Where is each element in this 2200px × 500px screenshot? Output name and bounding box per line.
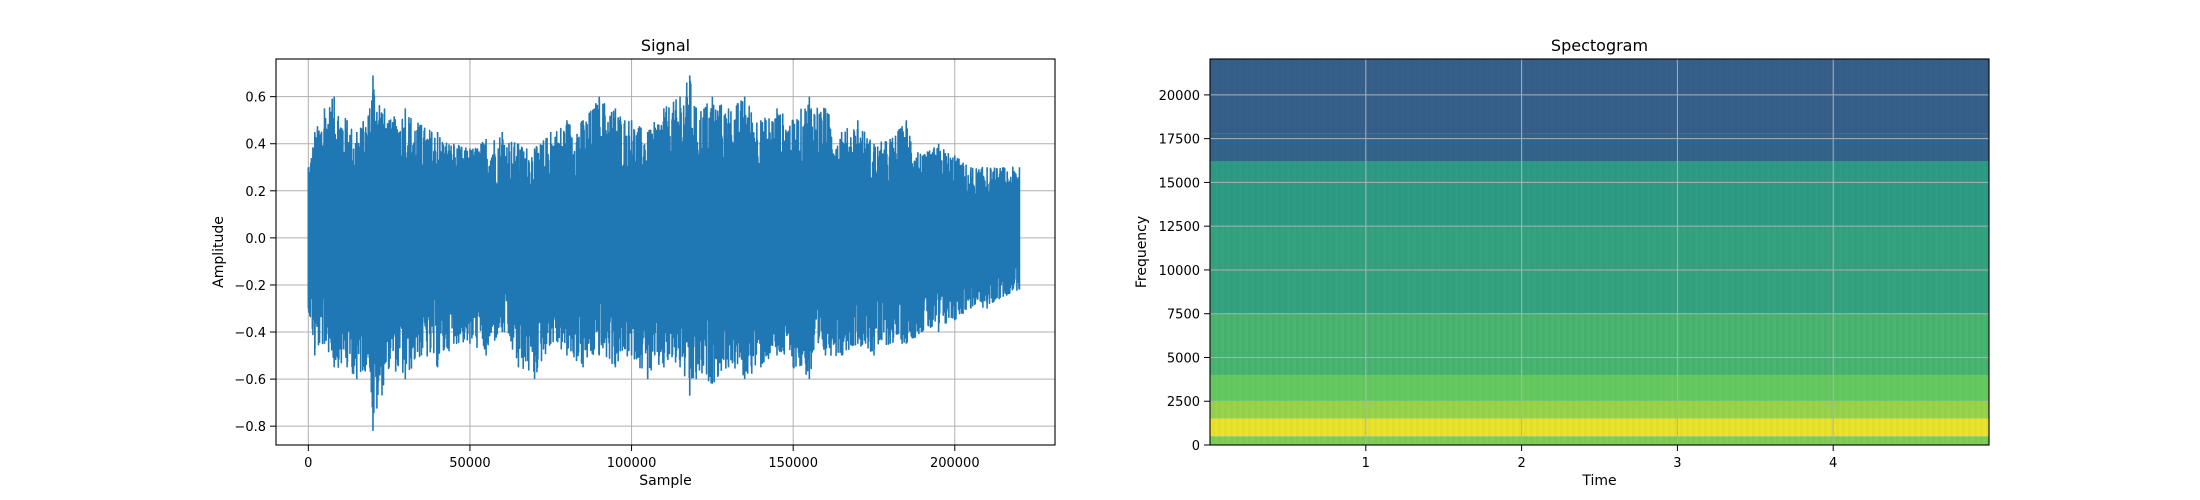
signal-y-tick-label: −0.2 — [234, 279, 266, 294]
spectrogram-y-axis-label: Frequency — [1134, 216, 1150, 288]
spectrogram-y-tick-label: 10000 — [1159, 264, 1200, 279]
signal-x-tick-label: 200000 — [930, 456, 980, 471]
spectrogram-texture — [1210, 59, 1989, 445]
spectrogram-y-tick-label: 15000 — [1159, 176, 1200, 191]
spectrogram-gridlines — [1210, 59, 1989, 446]
spectrogram-x-ticks: 1 2 3 4 — [1362, 445, 1837, 471]
spectrogram-x-tick-label: 1 — [1362, 456, 1370, 471]
signal-x-ticks: 0 50000 100000 150000 200000 — [304, 445, 980, 471]
spectrogram-y-tick-label: 7500 — [1167, 308, 1200, 323]
spectrogram-y-tick-label: 0 — [1192, 439, 1200, 454]
spectrogram-axes-frame — [1209, 58, 1990, 446]
spectrogram-y-ticks: 0 2500 5000 7500 10000 12500 15000 17500 20000 — [1159, 89, 1210, 454]
signal-y-tick-label: −0.8 — [234, 420, 266, 435]
signal-x-tick-label: 50000 — [449, 456, 490, 471]
spectrogram-x-axis-label: Time — [1581, 473, 1616, 489]
signal-x-tick-label: 150000 — [768, 456, 818, 471]
spectrogram-x-tick-label: 2 — [1517, 456, 1525, 471]
signal-y-tick-label: 0.2 — [245, 185, 266, 200]
spectrogram-image — [1210, 59, 1989, 445]
spectrogram-y-tick-label: 17500 — [1159, 133, 1200, 148]
signal-plot-area — [307, 75, 1021, 431]
signal-y-tick-label: 0.0 — [245, 232, 266, 247]
signal-x-tick-label: 100000 — [607, 456, 657, 471]
signal-y-tick-label: 0.4 — [245, 138, 266, 153]
signal-y-tick-label: 0.6 — [245, 91, 266, 106]
spectrogram-y-tick-label: 12500 — [1159, 220, 1200, 235]
signal-x-axis-label: Sample — [639, 473, 692, 489]
spectrogram-y-tick-label: 5000 — [1167, 351, 1200, 366]
signal-chart: 0 50000 100000 150000 200000 0.6 0.4 0.2 0.0 −0.… — [211, 36, 1056, 489]
signal-waveform-line — [307, 75, 1021, 431]
signal-y-ticks: 0.6 0.4 0.2 0.0 −0.2 −0.4 −0.6 −0.8 — [234, 91, 276, 435]
signal-y-tick-label: −0.4 — [234, 326, 266, 341]
spectrogram-y-tick-label: 2500 — [1167, 395, 1200, 410]
spectrogram-x-tick-label: 4 — [1829, 456, 1837, 471]
signal-y-tick-label: −0.6 — [234, 373, 266, 388]
spectrogram-x-tick-label: 3 — [1673, 456, 1681, 471]
signal-title: Signal — [641, 36, 690, 55]
signal-axes-frame — [275, 58, 1056, 446]
signal-x-tick-label: 0 — [304, 456, 312, 471]
signal-y-axis-label: Amplitude — [211, 216, 227, 288]
spectrogram-y-tick-label: 20000 — [1159, 89, 1200, 104]
spectrogram-title: Spectogram — [1551, 36, 1648, 55]
spectrogram-chart: 1 2 3 4 0 2500 5000 7500 10000 12500 15000 17500 20… — [1134, 36, 1990, 489]
